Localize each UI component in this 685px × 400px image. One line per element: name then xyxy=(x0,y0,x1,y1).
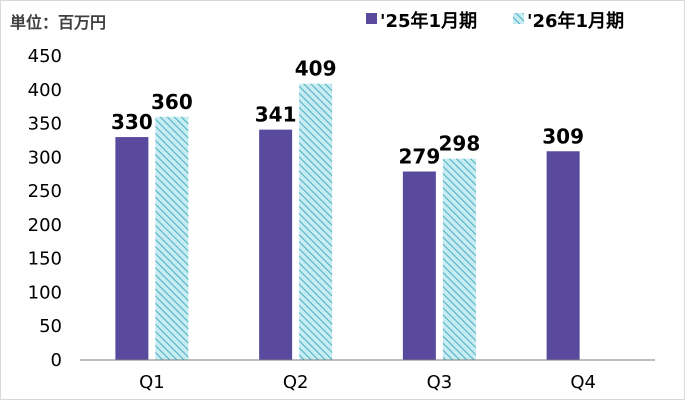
legend-swatch-series-1 xyxy=(366,13,377,24)
data-label-series-2-q2: 409 xyxy=(295,57,337,81)
bar-series-1-q4 xyxy=(546,151,580,360)
bar-series-1-q3 xyxy=(402,171,436,360)
x-category-label: Q2 xyxy=(283,372,309,393)
data-label-series-1-q4: 309 xyxy=(542,124,584,148)
legend: '25年1月期 '26年1月期 xyxy=(366,10,624,32)
data-label-series-1-q3: 279 xyxy=(399,145,441,169)
legend-swatch-series-2 xyxy=(513,13,524,24)
y-tick-label: 200 xyxy=(28,215,62,236)
y-tick-label: 100 xyxy=(28,282,62,303)
x-category-label: Q4 xyxy=(570,372,596,393)
legend-label-series-2: '26年1月期 xyxy=(527,10,624,32)
y-tick-label: 50 xyxy=(39,316,62,337)
data-label-series-1-q1: 330 xyxy=(111,110,153,134)
y-tick-label: 350 xyxy=(28,114,62,135)
data-label-series-2-q3: 298 xyxy=(439,132,481,156)
y-tick-label: 0 xyxy=(51,350,62,371)
bar-series-2-q3 xyxy=(442,158,476,360)
y-tick-label: 450 xyxy=(28,46,62,67)
x-category-label: Q1 xyxy=(139,372,165,393)
data-label-series-2-q1: 360 xyxy=(151,90,193,114)
bar-series-1-q1 xyxy=(115,137,149,360)
data-label-series-1-q2: 341 xyxy=(255,103,297,127)
x-category-label: Q3 xyxy=(427,372,453,393)
y-axis-ticks: 0 50 100 150 200 250 300 350 400 450 xyxy=(28,46,62,371)
bars xyxy=(115,83,580,360)
bar-series-1-q2 xyxy=(259,129,293,360)
y-tick-label: 400 xyxy=(28,80,62,101)
y-tick-label: 150 xyxy=(28,249,62,270)
x-axis-categories: Q1 Q2 Q3 Q4 xyxy=(139,372,596,393)
bar-series-2-q1 xyxy=(155,116,189,360)
unit-label: 単位：百万円 xyxy=(10,13,106,32)
y-tick-label: 250 xyxy=(28,181,62,202)
bar-series-2-q2 xyxy=(299,83,333,360)
y-tick-label: 300 xyxy=(28,147,62,168)
legend-label-series-1: '25年1月期 xyxy=(380,10,477,32)
